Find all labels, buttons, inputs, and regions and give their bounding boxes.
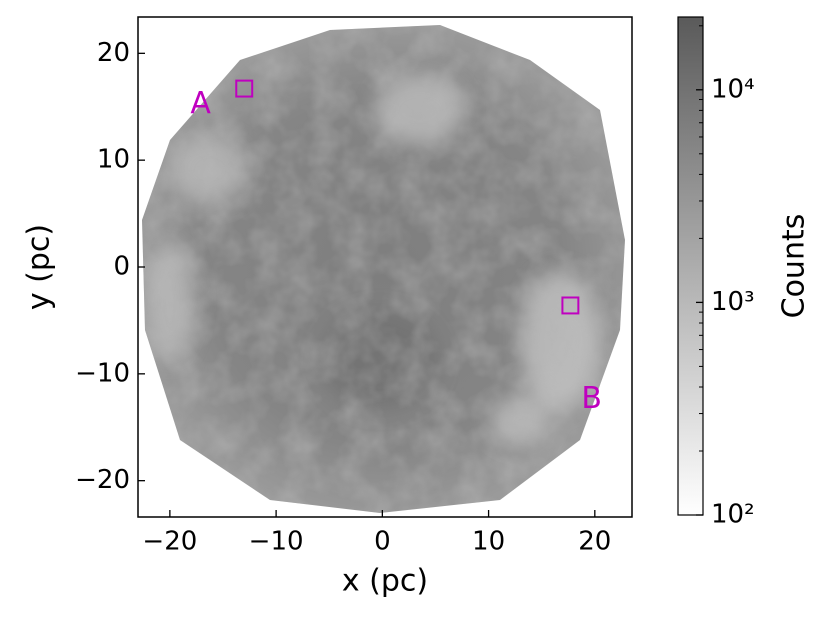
y-tick-label: 0	[113, 252, 130, 282]
y-tick-label: 20	[97, 38, 130, 68]
y-tick-label: −20	[75, 465, 130, 495]
colorbar-label: Counts	[777, 214, 812, 319]
colorbar-tick-label: 10⁴	[711, 74, 755, 104]
x-tick-label: 0	[374, 527, 391, 557]
colorbar-tick-label: 10³	[711, 287, 755, 317]
x-tick-label: 20	[578, 527, 611, 557]
colorbar-tick-label: 10²	[711, 500, 755, 530]
image	[142, 25, 625, 513]
x-tick-label: 10	[472, 527, 505, 557]
y-axis-label: y (pc)	[22, 224, 57, 310]
x-tick-label: −10	[249, 527, 304, 557]
annotation: B	[581, 381, 602, 416]
y-tick-label: −10	[75, 358, 130, 388]
y-tick-label: 10	[97, 145, 130, 175]
annotation: A	[190, 86, 211, 121]
marker-square	[235, 79, 254, 98]
x-axis-label: x (pc)	[342, 564, 428, 599]
x-tick-label: −20	[142, 527, 197, 557]
colorbar	[677, 16, 704, 516]
marker-square	[561, 296, 580, 315]
